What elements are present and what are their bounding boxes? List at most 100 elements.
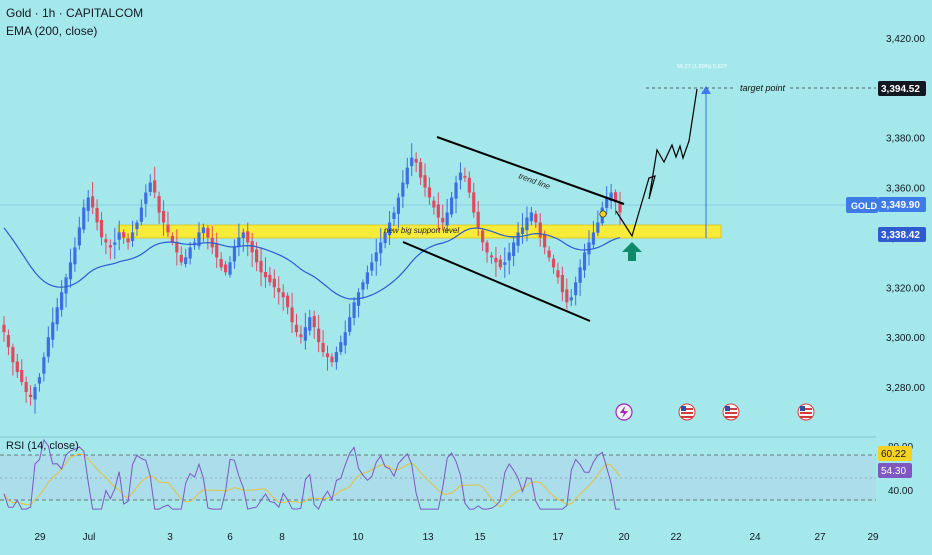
candle-body <box>609 192 613 202</box>
candle-body <box>467 177 471 193</box>
candle-body <box>365 272 369 284</box>
candles-layer <box>2 143 622 414</box>
candle-body <box>11 347 15 363</box>
rsi-badge <box>878 463 912 478</box>
candle-body <box>374 252 378 262</box>
lightning-glyph <box>620 406 628 418</box>
price-tick-label: 3,280.00 <box>886 383 925 394</box>
candle-body <box>485 242 489 253</box>
candle-body <box>370 262 374 271</box>
candle-body <box>197 232 201 247</box>
candle-body <box>476 211 480 228</box>
candle-body <box>294 324 299 333</box>
time-tick-label: 22 <box>670 532 682 543</box>
trend-line-upper[interactable] <box>436 136 625 205</box>
candle-body <box>361 282 365 290</box>
event-us-1[interactable] <box>678 403 696 421</box>
breakout-point <box>599 210 607 218</box>
rsi-legend[interactable]: RSI (14, close) <box>6 440 79 452</box>
time-tick-label: 15 <box>474 532 486 543</box>
candle-body <box>520 227 525 234</box>
candle-body <box>161 211 166 223</box>
time-tick-label: 29 <box>34 532 46 543</box>
ema-line <box>3 227 621 300</box>
target-arrowhead <box>701 86 711 94</box>
candle-body <box>481 230 485 243</box>
candle-body <box>144 192 148 204</box>
time-axis[interactable]: 29 Jul 3 6 8 10 13 15 17 20 22 24 27 29 <box>34 532 879 543</box>
ema-legend[interactable]: EMA (200, close) <box>6 24 98 38</box>
candle-body <box>82 207 86 230</box>
candle-body <box>153 180 157 193</box>
candle-body <box>458 172 463 181</box>
candle-body <box>6 335 11 348</box>
flag-stripe <box>800 412 812 414</box>
candle-body <box>148 182 152 192</box>
candle-body <box>401 182 405 197</box>
candle-body <box>104 239 108 243</box>
candle-body <box>512 242 516 257</box>
time-tick-label: 29 <box>867 532 879 543</box>
candle-body <box>135 222 139 230</box>
symbol-title[interactable]: Gold · 1h · CAPITALCOM <box>6 6 144 20</box>
gold-symbol-badge <box>846 197 878 213</box>
candle-body <box>24 382 28 393</box>
rsi-ma-badge <box>878 446 912 461</box>
candle-body <box>387 222 392 236</box>
candle-body <box>33 387 37 400</box>
candle-body <box>317 328 321 343</box>
candle-body <box>246 231 250 243</box>
candle-body <box>525 217 529 231</box>
candle-body <box>348 317 352 332</box>
candle-body <box>427 187 432 198</box>
time-tick-label: 13 <box>422 532 434 543</box>
candle-body <box>2 324 6 333</box>
gold-symbol-text: GOLD <box>851 201 877 211</box>
event-us-2[interactable] <box>722 403 740 421</box>
candle-body <box>157 196 161 213</box>
flag-stripe <box>800 416 812 418</box>
candle-body <box>179 255 183 263</box>
candle-body <box>206 228 210 238</box>
candle-body <box>64 277 68 294</box>
measure-label: 56.27 (1.69%) 5,627 <box>677 64 727 70</box>
candle-body <box>516 232 520 246</box>
candle-body <box>51 322 55 340</box>
candle-body <box>42 357 46 374</box>
candle-body <box>20 369 24 383</box>
event-lightning[interactable] <box>615 403 633 421</box>
candle-body <box>312 316 316 328</box>
candle-body <box>250 241 254 253</box>
support-zone-label: new big support level <box>384 226 459 235</box>
event-us-3[interactable] <box>797 403 815 421</box>
time-tick-label: 20 <box>618 532 630 543</box>
candle-body <box>334 352 338 363</box>
flag-stripe <box>725 408 737 410</box>
projection-path[interactable] <box>615 88 698 238</box>
price-tick-label: 3,420.00 <box>886 34 925 45</box>
candle-body <box>286 295 290 308</box>
candle-body <box>232 247 237 262</box>
trend-line-lower[interactable] <box>402 241 591 322</box>
candle-body <box>410 157 414 167</box>
candle-body <box>108 245 112 248</box>
candle-body <box>281 292 285 298</box>
candle-body <box>86 197 90 211</box>
flag-stripe <box>725 416 737 418</box>
flag-canton <box>681 406 686 411</box>
flag-stripe <box>681 416 693 418</box>
candle-body <box>591 232 596 245</box>
candle-body <box>339 342 343 353</box>
candle-body <box>130 232 135 242</box>
candle-body <box>325 353 330 358</box>
candle-body <box>237 237 241 248</box>
candle-body <box>15 361 19 373</box>
candle-body <box>184 257 188 265</box>
candle-body <box>569 297 573 301</box>
candle-body <box>263 272 268 278</box>
candle-body <box>37 377 42 384</box>
candle-body <box>113 242 117 245</box>
candle-body <box>507 252 511 261</box>
candle-body <box>223 264 228 273</box>
